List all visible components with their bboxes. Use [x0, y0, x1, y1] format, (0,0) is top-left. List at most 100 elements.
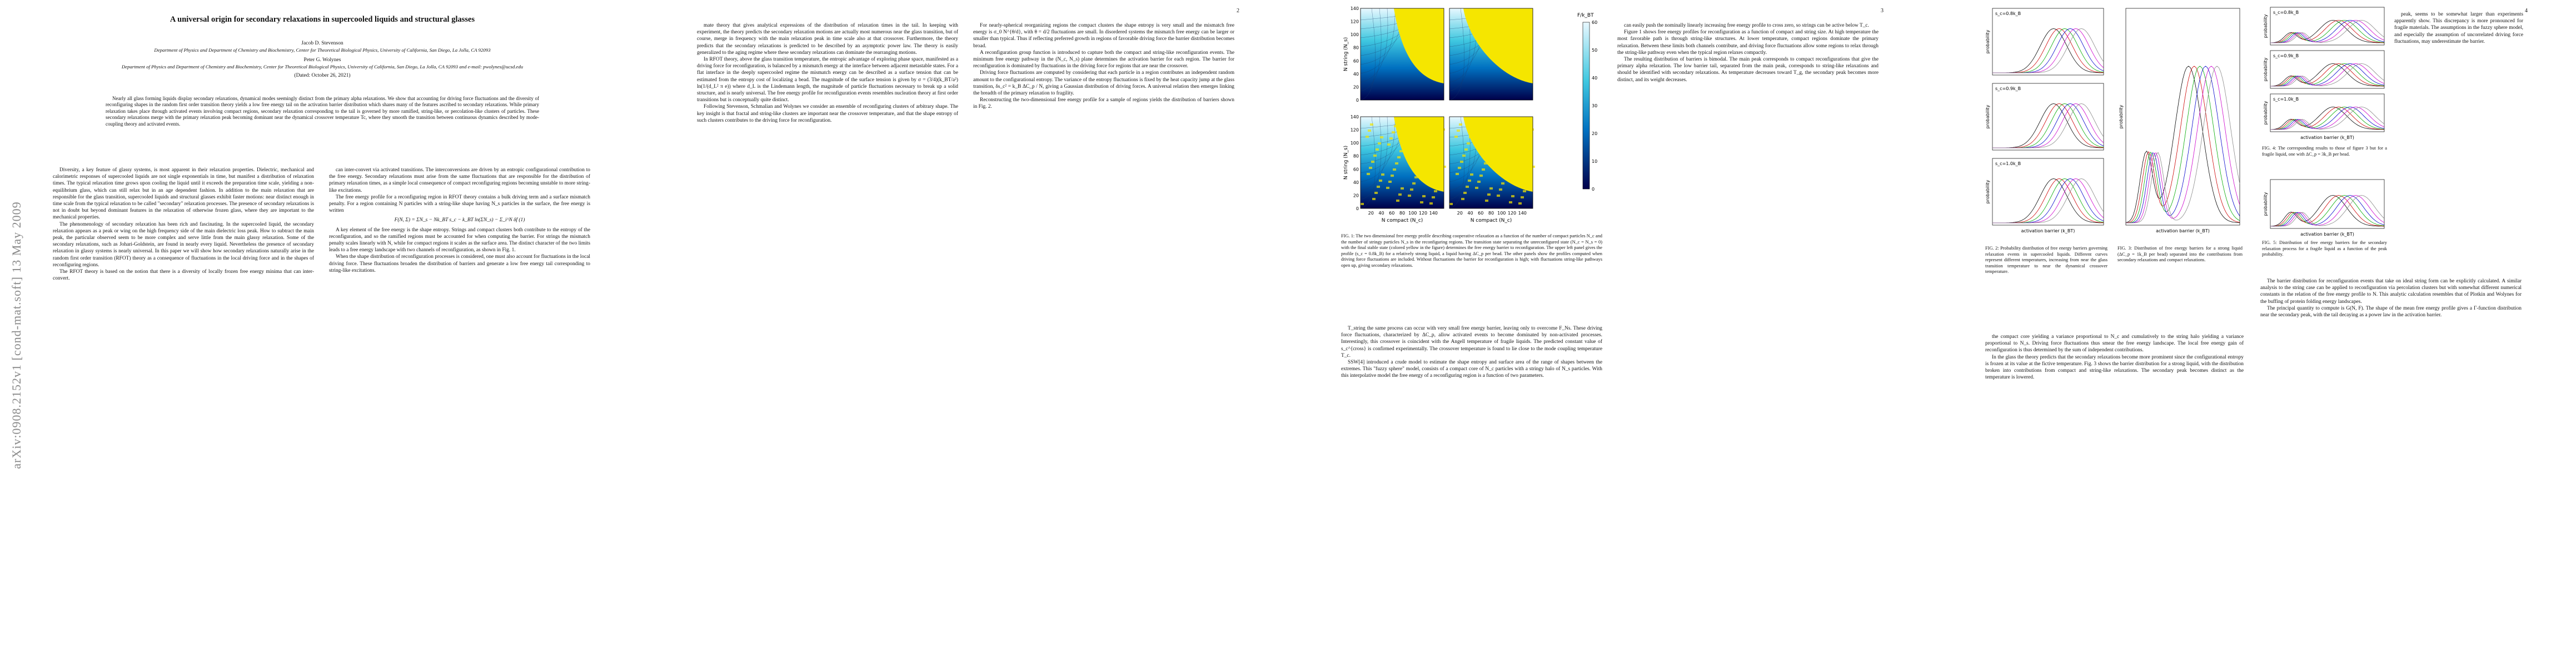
y-tick-label: 100 [1351, 32, 1359, 37]
distribution-curve [1992, 178, 2104, 223]
paragraph: The barrier distribution for reconfigura… [2260, 278, 2522, 305]
noise [1523, 190, 1526, 192]
noise [1506, 170, 1509, 172]
noise [1436, 184, 1439, 186]
x-axis-label: N compact (N_c) [1471, 218, 1512, 223]
contour [1360, 8, 1382, 92]
noise [1522, 153, 1525, 155]
text-column: mate theory that gives analytical expres… [697, 22, 958, 653]
noise [1524, 147, 1527, 149]
noise [1398, 193, 1402, 196]
x-tick-label: 140 [1518, 211, 1527, 216]
colorbar-tick-label: 50 [1592, 48, 1597, 53]
noise [1485, 200, 1488, 202]
y-tick-label: 140 [1351, 6, 1359, 11]
paragraph: In RFOT theory, above the glass transiti… [697, 57, 958, 103]
noise [1413, 139, 1417, 141]
panel-frame [1360, 116, 1444, 209]
distribution-curve [2270, 63, 2385, 87]
noise [1441, 172, 1444, 174]
y-tick-label: 20 [1353, 84, 1359, 89]
paper-title: A universal origin for secondary relaxat… [170, 15, 475, 24]
y-axis-label: probability [1985, 29, 1990, 53]
noise [1486, 156, 1489, 158]
noise [1519, 159, 1523, 161]
noise [1376, 148, 1379, 151]
noise [1409, 151, 1412, 153]
noise [1511, 195, 1514, 197]
noise [1526, 141, 1529, 143]
noise [1482, 168, 1485, 171]
text-column: the compact core yielding a variance pro… [1985, 334, 2244, 653]
y-tick-label: 80 [1353, 46, 1359, 51]
figure-strong-liquid: probability activation barrier (k_BT) [2119, 8, 2240, 233]
colorbar-tick-label: 20 [1592, 131, 1597, 136]
paragraph: Diversity, a key feature of glassy syste… [53, 167, 314, 221]
noise [1532, 166, 1535, 168]
noise [1418, 127, 1421, 129]
y-tick-label: 140 [1351, 115, 1359, 120]
noise [1422, 195, 1426, 197]
contour [1449, 8, 1464, 101]
noise [1366, 136, 1369, 138]
x-tick-label: 80 [1399, 211, 1405, 216]
paragraph: can inter-convert via activated transiti… [329, 167, 590, 193]
distribution-curve [2270, 107, 2385, 130]
x-tick-label: 60 [1478, 211, 1483, 216]
noise [1466, 186, 1469, 188]
noise [1373, 155, 1377, 157]
noise [1478, 137, 1482, 140]
text-column: can inter-convert via activated transiti… [329, 167, 590, 653]
text-column: For nearly-spherical reorganizing region… [973, 22, 1234, 653]
paragraph: In the glass the theory predicts that th… [1985, 354, 2244, 381]
distribution-curve [2270, 195, 2385, 227]
noise [1414, 176, 1418, 178]
noise [1370, 123, 1373, 126]
paragraph: mate theory that gives analytical expres… [697, 23, 958, 56]
x-tick-label: 140 [1429, 211, 1438, 216]
figure-caption: FIG. 5: Distribution of free energy barr… [2262, 240, 2387, 257]
noise [1432, 196, 1435, 198]
colorbar-tick-label: 30 [1592, 103, 1597, 108]
figure-fragile-liquid: s_c=0.8k_B probability s_c=0.9k_B probabili… [2263, 7, 2385, 140]
noise [1367, 173, 1370, 175]
paragraph: Following Stevenson, Schmalian and Wolyn… [697, 104, 958, 123]
noise [1462, 155, 1466, 157]
distribution-curve [2270, 20, 2385, 43]
noise [1397, 156, 1401, 158]
stable-region [1394, 8, 1444, 83]
noise [1429, 202, 1433, 205]
dateline: (Dated: October 26, 2021) [294, 72, 351, 78]
colorbar-tick-label: 40 [1592, 76, 1597, 81]
noise [1389, 137, 1393, 140]
noise [1368, 130, 1371, 132]
panel-frame [1360, 8, 1444, 101]
figure-distributions: s_c=0.8k_B probability s_c=0.9k_B probabili… [1985, 8, 2104, 233]
contour [1360, 116, 1376, 209]
noise [1381, 173, 1384, 176]
noise [1361, 203, 1364, 205]
noise [1469, 136, 1472, 138]
x-tick-label: 40 [1467, 211, 1473, 216]
paragraph: Driving force fluctuations are computed … [973, 70, 1234, 97]
noise [1518, 202, 1522, 205]
noise [1500, 145, 1503, 147]
y-tick-label: 0 [1356, 206, 1359, 211]
noise [1438, 178, 1442, 180]
figure-caption: FIG. 4: The corresponding results to tho… [2262, 146, 2387, 157]
x-tick-label: 100 [1408, 211, 1417, 216]
noise [1484, 162, 1487, 165]
noise [1374, 192, 1378, 194]
noise [1433, 153, 1436, 155]
noise [1435, 147, 1438, 149]
noise [1372, 198, 1376, 200]
noise [1437, 141, 1441, 143]
distribution-curve [2270, 20, 2385, 43]
distribution-curve [2270, 63, 2385, 87]
text-column: can easily push the nominally linearly i… [1617, 22, 1879, 653]
y-axis-label: probability [2119, 104, 2124, 128]
x-tick-label: 100 [1497, 211, 1506, 216]
panel-frame [1449, 8, 1533, 101]
noise [1483, 125, 1486, 127]
